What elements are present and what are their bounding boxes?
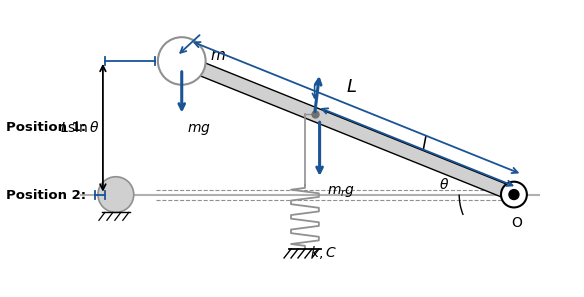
Text: $k, C$: $k, C$ [310, 244, 337, 261]
Text: $mg$: $mg$ [187, 122, 210, 138]
Polygon shape [179, 55, 517, 201]
Text: $L$: $L$ [346, 78, 357, 96]
Text: Position 2:: Position 2: [6, 189, 86, 202]
Text: $l$: $l$ [421, 135, 428, 153]
Text: $m_r g$: $m_r g$ [326, 184, 354, 199]
Circle shape [509, 189, 519, 200]
Text: Position 1:: Position 1: [6, 121, 86, 134]
Text: O: O [512, 216, 522, 230]
Circle shape [98, 177, 134, 212]
Text: $L\sin\theta$: $L\sin\theta$ [60, 120, 100, 135]
Text: $\theta$: $\theta$ [439, 177, 449, 192]
Text: $m$: $m$ [210, 48, 225, 63]
Circle shape [501, 182, 527, 207]
Circle shape [158, 37, 206, 85]
